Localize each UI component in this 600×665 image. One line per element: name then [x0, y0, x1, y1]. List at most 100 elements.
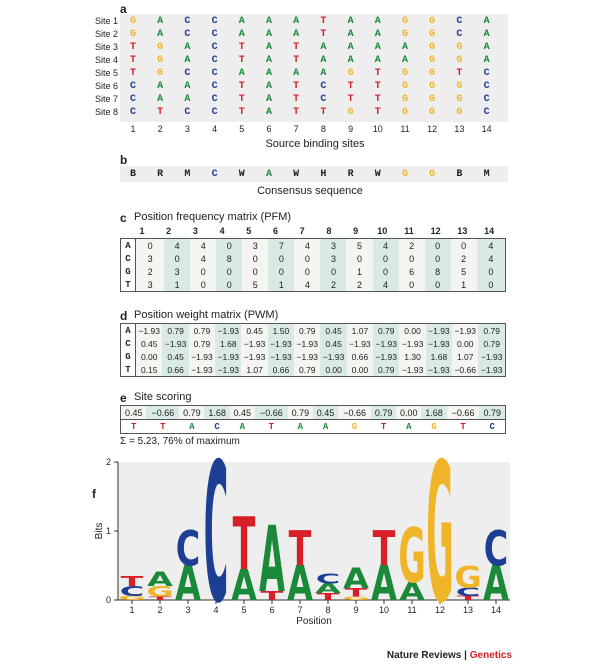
site-base: C — [184, 16, 191, 27]
site-base: C — [129, 107, 136, 118]
position-number: 13 — [454, 124, 465, 134]
site-base: A — [374, 55, 381, 66]
pfm-column-header: 14 — [484, 226, 495, 236]
position-number: 4 — [212, 124, 218, 134]
journal-credit: Nature Reviews | Genetics — [387, 650, 512, 661]
logo-letter-T: T — [233, 504, 256, 587]
pwm-cell: 0.79 — [188, 337, 216, 350]
site-base: A — [374, 42, 381, 53]
pfm-column-header: 13 — [457, 226, 468, 236]
site-base: A — [483, 55, 490, 66]
consensus-base: W — [374, 169, 381, 180]
pwm-cell: 0.79 — [162, 323, 189, 337]
logo-letter-A: A — [259, 507, 285, 613]
pwm-cell: 0.79 — [294, 323, 321, 337]
site-base: A — [265, 94, 272, 105]
pfm-cell: 0 — [164, 252, 191, 265]
site-base: G — [456, 107, 463, 118]
site-base: C — [320, 94, 327, 105]
pfm-column-header: 1 — [139, 226, 145, 236]
logo-letter-A: A — [175, 556, 201, 612]
pfm-column-header: 6 — [272, 226, 278, 236]
pfm-column-header: 8 — [326, 226, 332, 236]
pfm-cell: 0 — [450, 238, 477, 252]
site-base: C — [211, 81, 218, 92]
scored-base: A — [179, 419, 205, 434]
pwm-cell: −1.93 — [215, 363, 242, 377]
pfm-cell: 3 — [135, 278, 165, 292]
pfm-cell: 0 — [476, 278, 506, 292]
site-base: C — [211, 107, 218, 118]
score-cell: 0.45 — [229, 405, 255, 420]
pwm-cell: 0.00 — [452, 337, 479, 350]
pfm-row-base: A — [120, 238, 136, 252]
site-base: A — [184, 94, 191, 105]
site-base: A — [238, 68, 245, 79]
site-base: A — [320, 68, 327, 79]
score-cell: −0.66 — [446, 405, 480, 420]
scored-base: A — [396, 419, 422, 434]
pwm-cell: −1.93 — [215, 323, 242, 337]
pwm-cell: −1.93 — [425, 337, 453, 350]
pwm-cell: −1.93 — [452, 323, 479, 337]
pwm-cell: 1.30 — [399, 350, 426, 363]
journal-name: Nature Reviews — [386, 650, 462, 661]
site-base: A — [483, 42, 490, 53]
site-base: G — [157, 55, 164, 66]
site-base: A — [184, 42, 191, 53]
site-base: A — [265, 42, 272, 53]
score-cell: −0.66 — [146, 405, 180, 420]
site-base: A — [265, 16, 272, 27]
position-number: 6 — [266, 124, 272, 134]
site-base: A — [320, 55, 327, 66]
consensus-base: W — [238, 169, 245, 180]
site-base: G — [456, 94, 463, 105]
pwm-cell: −1.93 — [294, 350, 321, 363]
logo-letter-T: T — [289, 521, 312, 577]
logo-letter-T: T — [345, 586, 368, 599]
site-base: T — [320, 107, 327, 118]
logo-letter-C: C — [484, 521, 508, 577]
pfm-cell: 2 — [450, 252, 477, 265]
score-cell: 0.79 — [479, 405, 506, 420]
site-base: G — [129, 29, 136, 40]
pwm-cell: −1.93 — [162, 337, 189, 350]
pwm-cell: 0.79 — [373, 363, 400, 377]
site-base: T — [293, 107, 300, 118]
logo-letter-A: A — [399, 577, 425, 606]
site-base: T — [238, 42, 245, 53]
pfm-cell: 2 — [346, 278, 373, 292]
site-base: G — [157, 42, 164, 53]
logo-x-label: Position — [296, 616, 332, 627]
scored-base: T — [254, 419, 288, 434]
journal-divider: | — [464, 650, 467, 661]
pwm-cell: 0.00 — [399, 323, 426, 337]
logo-letter-A: A — [343, 562, 369, 595]
score-cell: 0.79 — [370, 405, 397, 420]
pfm-title: Position frequency matrix (PFM) — [134, 211, 292, 223]
scored-base: C — [204, 419, 230, 434]
pwm-cell: 0.79 — [478, 337, 506, 350]
score-cell: 1.68 — [421, 405, 447, 420]
pfm-cell: 0 — [424, 252, 451, 265]
site-base: T — [374, 68, 381, 79]
pfm-cell: 5 — [450, 265, 477, 278]
pwm-cell: −1.93 — [478, 363, 506, 377]
score-cell: −0.66 — [338, 405, 371, 420]
consensus-base: M — [483, 169, 490, 180]
pwm-cell: −1.93 — [241, 350, 268, 363]
site-base: T — [293, 81, 300, 92]
site-base: A — [157, 16, 164, 27]
logo-x-tick-label: 11 — [407, 605, 416, 615]
logo-letter-C: C — [120, 583, 144, 599]
panel-b-letter: b — [120, 153, 128, 167]
site-label: Site 3 — [94, 42, 118, 52]
logo-letter-T: T — [457, 595, 481, 602]
pfm-column-header: 9 — [353, 226, 359, 236]
pwm-cell: −1.93 — [346, 337, 374, 350]
site-label: Site 6 — [94, 81, 118, 91]
pfm-cell: 4 — [476, 252, 506, 265]
pfm-column-header: 3 — [192, 226, 198, 236]
